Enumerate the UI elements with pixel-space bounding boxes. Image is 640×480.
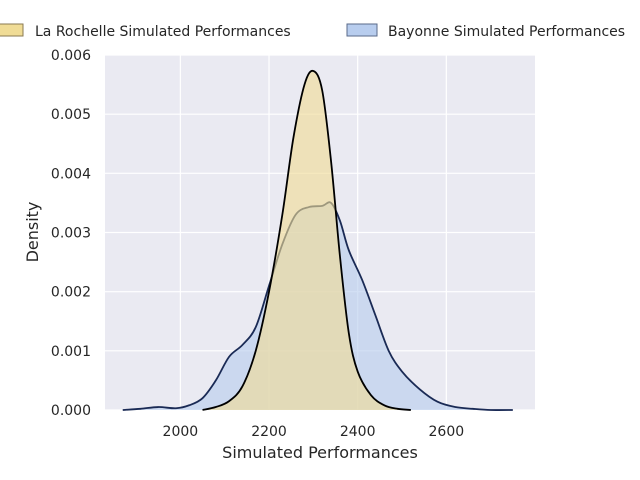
y-axis-label: Density [23, 202, 42, 263]
x-tick-label-3: 2600 [429, 424, 465, 440]
y-tick-label-3: 0.003 [51, 226, 91, 242]
legend-label-bayonne: Bayonne Simulated Performances [388, 24, 625, 40]
x-tick-label-0: 2000 [163, 424, 199, 440]
series-line-0 [202, 69, 411, 411]
y-tick-label-2: 0.002 [51, 285, 91, 301]
y-tick-label-6: 0.006 [51, 48, 91, 64]
legend-label-la-rochelle: La Rochelle Simulated Performances [35, 24, 291, 40]
legend: La Rochelle Simulated Performances Bayon… [0, 23, 625, 40]
x-tick-label-1: 2200 [251, 424, 287, 440]
series-layer [122, 69, 513, 411]
legend-swatch-bayonne [346, 23, 378, 37]
y-tick-label-4: 0.004 [51, 166, 91, 182]
y-tick-label-0: 0.000 [51, 403, 91, 419]
x-axis-label: Simulated Performances [222, 443, 418, 462]
y-tick-label-5: 0.005 [51, 107, 91, 123]
x-tick-label-2: 2400 [340, 424, 376, 440]
y-tick-label-1: 0.001 [51, 344, 91, 360]
tick-labels: 2000 2200 2400 2600 0.000 0.001 0.002 0.003 0.00… [51, 48, 464, 440]
series-area-0 [202, 70, 411, 410]
legend-swatch-la-rochelle [0, 23, 24, 37]
